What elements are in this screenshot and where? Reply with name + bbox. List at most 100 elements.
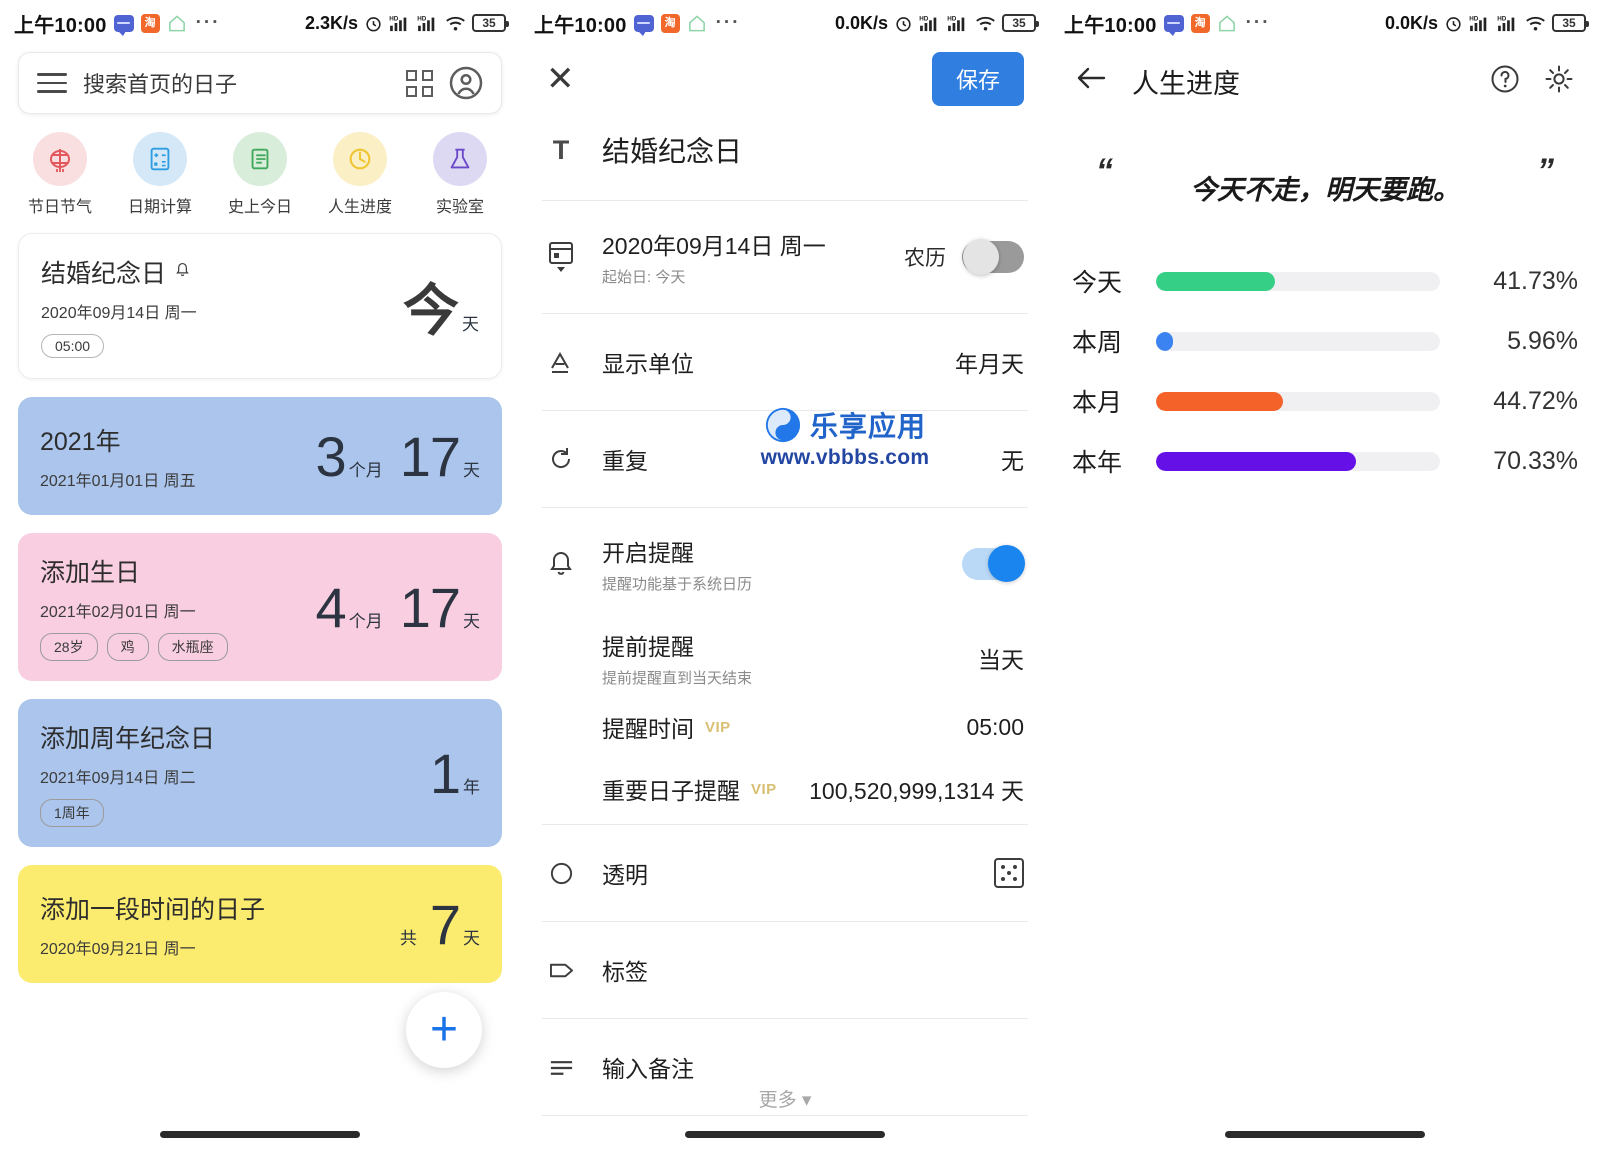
chat-icon (1163, 14, 1184, 36)
note-row[interactable]: 输入备注 (520, 1019, 1050, 1115)
tag-icon (546, 959, 576, 982)
event-title-row[interactable]: T 结婚纪念日 (520, 112, 1050, 200)
date-row-content: 2020年09月14日 周一 起始日: 今天 (602, 227, 878, 287)
event-card-list: 结婚纪念日 2020年09月14日 周一 05:00 今 天 (18, 233, 502, 983)
important-day-reminder-row[interactable]: 重要日子提醒 VIP 100,520,999,1314 天 (520, 758, 1050, 824)
quick-action-date-calc[interactable]: 日期计算 (110, 132, 210, 217)
progress-row-today: 今天 41.73% (1072, 251, 1578, 311)
card-chips: 05:00 (41, 334, 403, 358)
row-content: 重复 (602, 442, 975, 476)
date-row[interactable]: 2020年09月14日 周一 起始日: 今天 农历 (520, 201, 1050, 313)
event-card[interactable]: 添加一段时间的日子 2020年09月21日 周一 共 7 天 (18, 865, 502, 983)
grid-view-icon[interactable] (406, 69, 433, 97)
event-card[interactable]: 添加生日 2021年02月01日 周一 28岁 鸡 水瓶座 4 个月 17 天 (18, 533, 502, 681)
event-card[interactable]: 结婚纪念日 2020年09月14日 周一 05:00 今 天 (18, 233, 502, 379)
status-left: 上午10:00 淘 ··· (1064, 9, 1271, 38)
event-card[interactable]: 添加周年纪念日 2021年09月14日 周二 1周年 1 年 (18, 699, 502, 847)
card-chip: 05:00 (41, 334, 105, 358)
alarm-icon (894, 14, 913, 33)
chat-icon (113, 14, 134, 36)
status-bar-editor: 上午10:00 淘 ··· 0.0K/s HD HD (520, 0, 1050, 46)
card-content: 添加生日 2021年02月01日 周一 28岁 鸡 水瓶座 (40, 553, 316, 661)
advance-reminder-row[interactable]: 提前提醒 提前提醒直到当天结束 当天 (520, 620, 1050, 696)
menu-icon[interactable] (37, 73, 67, 93)
status-right: 2.3K/s HD HD 35 (305, 13, 509, 34)
card-title: 结婚纪念日 (41, 260, 167, 288)
lunar-toggle[interactable] (962, 239, 1024, 275)
home-indicator (160, 1131, 360, 1138)
event-card[interactable]: 2021年 2021年01月01日 周五 3 个月 17 天 (18, 397, 502, 515)
tag-row[interactable]: 标签 (520, 922, 1050, 1018)
progress-value: 44.72% (1493, 386, 1578, 415)
card-unit: 天 (463, 460, 480, 480)
display-unit-row[interactable]: 显示单位 年月天 (520, 314, 1050, 410)
enable-reminder-row[interactable]: 开启提醒 提醒功能基于系统日历 (520, 508, 1050, 620)
card-number: 4 (315, 575, 347, 639)
event-title-input[interactable]: 结婚纪念日 (602, 136, 743, 167)
transparent-row[interactable]: 透明 (520, 825, 1050, 921)
network-speed: 0.0K/s (834, 12, 888, 33)
status-right: 0.0K/s HD HD 35 (834, 12, 1039, 34)
progress-track (1156, 391, 1440, 411)
gear-icon[interactable] (1544, 64, 1574, 99)
row-label-text: 提醒时间 (602, 716, 694, 742)
add-event-fab[interactable]: + (406, 992, 482, 1068)
status-more-dots: ··· (195, 12, 221, 33)
text-format-icon: T (552, 134, 570, 165)
row-content: 标签 (602, 953, 1024, 987)
row-label: 重要日子提醒 VIP (602, 772, 783, 806)
battery-icon: 35 (472, 14, 509, 32)
quick-action-today-in-history[interactable]: 史上今日 (210, 132, 310, 217)
progress-fill (1156, 271, 1275, 291)
screen-event-editor: 上午10:00 淘 ··· 0.0K/s HD HD (520, 0, 1050, 1156)
close-icon[interactable]: ✕ (546, 60, 575, 98)
quick-actions-row: 节日节气 日期计算 史上今日 人生进度 (10, 132, 510, 217)
card-number: 17 (399, 424, 461, 488)
row-content: 重要日子提醒 VIP (602, 772, 783, 806)
svg-text:HD: HD (947, 15, 957, 22)
date-value: 2020年09月14日 周一 (602, 233, 826, 259)
back-arrow-icon[interactable] (1076, 66, 1106, 96)
reminder-toggle[interactable] (962, 545, 1025, 582)
reminder-time-row[interactable]: 提醒时间 VIP 05:00 (520, 696, 1050, 758)
quick-action-life-progress[interactable]: 人生进度 (310, 132, 410, 217)
more-toggle[interactable]: 更多 ▾ (520, 1085, 1050, 1112)
row-label-text: 重要日子提醒 (602, 778, 740, 804)
card-chip: 鸡 (106, 633, 149, 661)
progress-row-month: 本月 44.72% (1072, 371, 1578, 431)
quick-action-lab[interactable]: 实验室 (410, 132, 510, 217)
search-input[interactable]: 搜索首页的日子 (83, 72, 238, 97)
status-right: 0.0K/s HD HD 35 (1385, 13, 1589, 34)
card-title-wrap: 添加生日 (40, 553, 316, 589)
account-avatar-icon[interactable] (449, 66, 483, 100)
bell-icon (546, 550, 576, 578)
taobao-icon: 淘 (1190, 13, 1210, 33)
divider (542, 200, 1028, 201)
save-button[interactable]: 保存 (931, 52, 1024, 106)
home-icon (167, 14, 187, 33)
quote-text: 今天不走，明天要跑。 (1190, 175, 1460, 205)
repeat-row[interactable]: 重复 无 (520, 411, 1050, 507)
card-prefix: 共 (399, 928, 417, 948)
progress-value: 5.96% (1507, 326, 1578, 355)
card-date: 2021年09月14日 周二 (40, 770, 196, 787)
dice-icon[interactable] (994, 858, 1024, 888)
progress-value: 41.73% (1493, 266, 1578, 295)
wifi-icon (975, 15, 996, 32)
card-title: 添加周年纪念日 (40, 725, 216, 753)
row-content: 提前提醒 提前提醒直到当天结束 (602, 628, 952, 688)
card-unit: 天 (463, 611, 480, 631)
calendar-icon (546, 240, 576, 274)
row-content: 输入备注 (602, 1050, 1024, 1084)
clock-icon (333, 132, 387, 186)
help-icon[interactable] (1490, 64, 1520, 99)
row-value: 当天 (978, 647, 1024, 673)
search-bar[interactable]: 搜索首页的日子 (18, 52, 502, 114)
quick-action-holidays[interactable]: 节日节气 (10, 132, 110, 217)
card-title: 2021年 (40, 427, 121, 456)
progress-fill (1156, 451, 1356, 471)
card-title: 添加生日 (40, 559, 141, 587)
lunar-toggle-wrap[interactable]: 农历 (904, 239, 1024, 275)
vip-badge: VIP (751, 780, 777, 798)
row-content: 提醒时间 VIP (602, 710, 940, 744)
